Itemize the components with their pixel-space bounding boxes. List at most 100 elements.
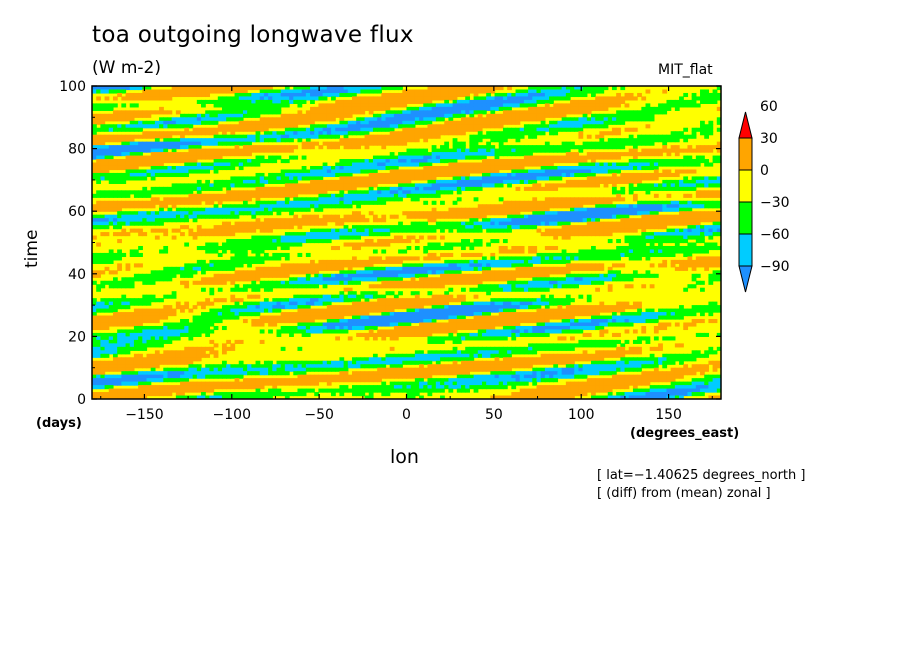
field-cell: [121, 152, 127, 157]
field-cell: [92, 256, 97, 261]
field-cell: [695, 239, 701, 244]
field-cell: [331, 89, 336, 94]
field-cell: [184, 117, 190, 122]
field-cell: [180, 117, 185, 122]
field-cell: [402, 176, 408, 181]
field-cell: [616, 214, 621, 219]
field-cell: [196, 155, 202, 160]
field-cell: [117, 218, 122, 223]
field-cell: [511, 221, 517, 226]
field-cell: [431, 211, 437, 216]
field-cell: [175, 152, 181, 157]
field-cell: [305, 207, 311, 212]
field-cell: [700, 259, 705, 264]
field-cell: [205, 92, 211, 98]
field-cell: [448, 252, 454, 258]
field-cell: [557, 259, 563, 264]
field-cell: [595, 162, 600, 167]
field-cell: [549, 162, 554, 167]
field-cell: [234, 252, 240, 258]
field-cell: [481, 256, 487, 261]
field-cell: [528, 96, 533, 101]
field-cell: [351, 169, 357, 174]
field-cell: [268, 221, 273, 226]
field-cell: [133, 165, 139, 171]
field-cell: [414, 131, 420, 136]
field-cell: [498, 86, 504, 91]
field-cell: [683, 179, 689, 184]
field-cell: [268, 186, 273, 191]
field-cell: [578, 92, 584, 98]
field-cell: [255, 252, 261, 258]
field-cell: [310, 145, 315, 150]
field-cell: [511, 249, 517, 254]
field-cell: [196, 245, 202, 251]
field-cell: [582, 155, 588, 160]
field-cell: [649, 252, 655, 258]
field-cell: [473, 152, 479, 157]
field-cell: [641, 113, 647, 118]
field-cell: [159, 221, 164, 226]
field-cell: [96, 89, 101, 94]
field-cell: [406, 120, 412, 125]
field-cell: [360, 103, 366, 108]
field-cell: [230, 207, 236, 212]
field-cell: [280, 242, 286, 247]
field-cell: [695, 225, 701, 230]
field-cell: [582, 120, 588, 125]
field-cell: [108, 106, 114, 111]
field-cell: [645, 190, 651, 195]
field-cell: [259, 179, 265, 184]
field-cell: [523, 221, 529, 226]
field-cell: [448, 172, 454, 178]
field-cell: [544, 232, 550, 237]
field-cell: [402, 117, 408, 122]
field-cell: [180, 207, 185, 212]
field-cell: [540, 218, 546, 223]
field-cell: [662, 172, 668, 178]
field-cell: [213, 193, 219, 198]
field-cell: [695, 232, 701, 237]
field-cell: [440, 103, 445, 108]
field-cell: [184, 190, 190, 195]
field-cell: [154, 96, 160, 101]
field-cell: [398, 138, 403, 143]
field-cell: [448, 152, 454, 157]
field-cell: [92, 89, 97, 94]
field-cell: [490, 106, 496, 111]
field-cell: [653, 221, 659, 226]
field-cell: [92, 172, 97, 178]
field-cell: [217, 155, 223, 160]
field-cell: [117, 89, 122, 94]
field-cell: [310, 204, 315, 209]
field-cell: [343, 179, 349, 184]
field-cell: [578, 131, 584, 136]
field-cell: [712, 204, 718, 209]
field-cell: [360, 131, 366, 136]
field-cell: [213, 214, 219, 219]
field-cell: [465, 169, 470, 174]
field-cell: [544, 214, 550, 219]
field-cell: [142, 200, 148, 205]
field-cell: [536, 89, 542, 94]
field-cell: [372, 169, 378, 174]
field-cell: [716, 259, 721, 264]
field-cell: [549, 197, 554, 202]
field-cell: [616, 245, 621, 251]
field-cell: [268, 96, 273, 101]
field-cell: [410, 110, 416, 115]
field-cell: [171, 218, 177, 223]
field-cell: [419, 117, 424, 122]
field-cell: [331, 259, 336, 264]
field-cell: [276, 176, 282, 181]
field-cell: [557, 204, 563, 209]
field-cell: [423, 193, 429, 198]
field-cell: [666, 249, 672, 254]
field-cell: [280, 193, 286, 198]
field-cell: [662, 159, 668, 164]
field-cell: [716, 176, 721, 181]
field-cell: [595, 249, 600, 254]
field-cell: [192, 152, 198, 157]
field-cell: [712, 92, 718, 98]
field-cell: [481, 211, 487, 216]
